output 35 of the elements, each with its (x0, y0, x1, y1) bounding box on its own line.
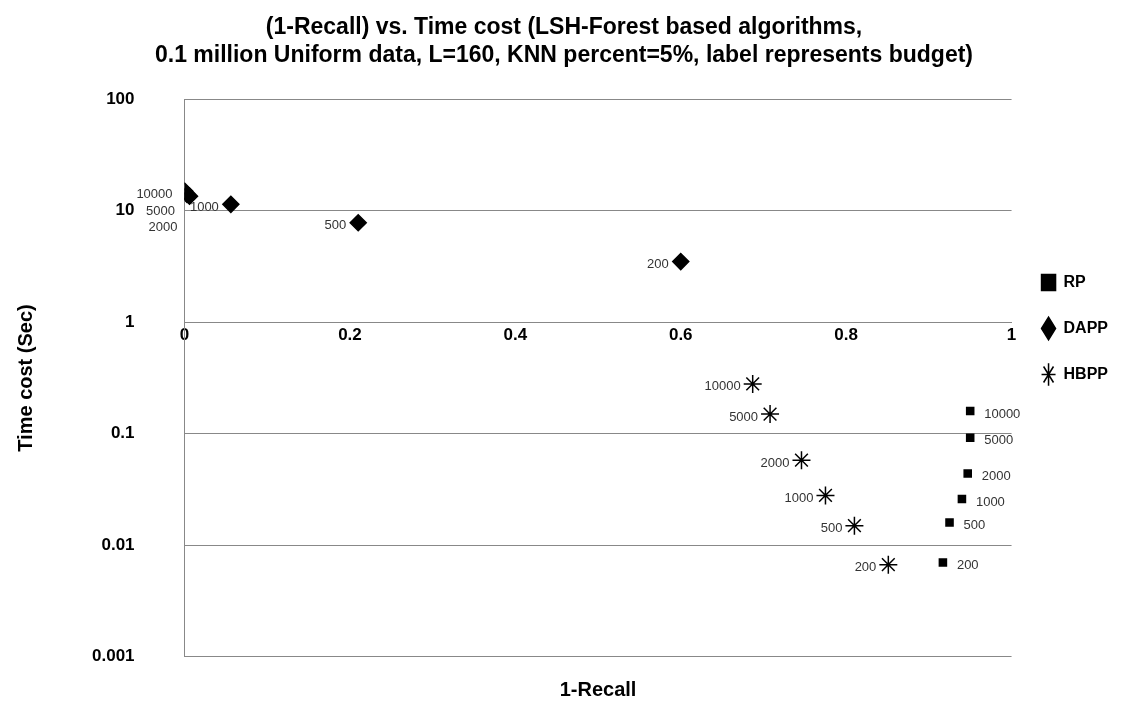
x-tick-label: 1 (1006, 325, 1017, 345)
y-tick-label: 1 (125, 311, 135, 331)
legend-label: HBPP (1063, 364, 1109, 382)
annotation: 500 (820, 520, 843, 536)
x-tick-label: 0.2 (338, 325, 362, 345)
annotation: 10000 (984, 405, 1021, 421)
annotation: 10000 (136, 185, 173, 201)
y-tick-label: 10 (115, 200, 135, 220)
y-tick-label: 0.001 (91, 646, 135, 666)
annotation: 2000 (148, 218, 178, 234)
annotation: 2000 (760, 454, 790, 470)
y-axis-title: Time cost (Sec) (13, 304, 36, 452)
annotation: 500 (324, 217, 347, 233)
annotation: 5000 (984, 432, 1014, 448)
annotation: 5000 (146, 203, 176, 218)
annotation: 200 (956, 557, 979, 573)
annotation: 1000 (784, 489, 814, 505)
x-axis-title: 1-Recall (559, 678, 637, 701)
annotation: 500 (963, 517, 986, 533)
x-tick-label: 0.8 (834, 325, 858, 345)
annotation: 1000 (189, 198, 219, 214)
annotation: 5000 (729, 408, 759, 424)
annotation: 200 (854, 559, 877, 575)
y-tick-label: 0.1 (110, 423, 135, 443)
x-tick-label: 0.4 (503, 325, 528, 345)
legend-label: DAPP (1063, 318, 1109, 336)
annotation: 1000 (975, 493, 1005, 509)
annotation: 10000 (704, 378, 741, 394)
y-tick-label: 100 (106, 88, 135, 108)
annotation: 200 (647, 256, 669, 272)
annotation: 2000 (981, 468, 1011, 484)
x-tick-label: 0.6 (668, 325, 693, 345)
chart-title: (1-Recall) vs. Time cost (LSH-Forest based algorithms, 0.1 million Uniform data, L=160, KNN percent=5%, label represents budget) (155, 13, 973, 67)
legend-label: RP (1063, 272, 1087, 290)
y-tick-label: 0.01 (101, 534, 135, 554)
